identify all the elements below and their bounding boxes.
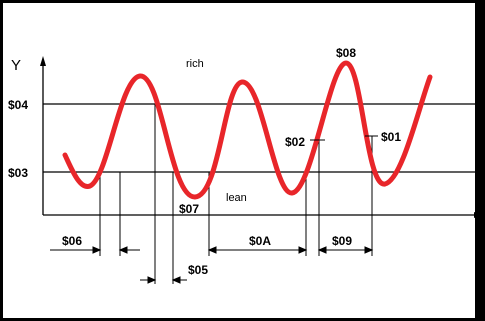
label-04: $04 xyxy=(8,98,28,112)
sensor-voltage-curve xyxy=(62,60,433,200)
dimension-arrows xyxy=(50,246,374,284)
x-axis-arrow xyxy=(474,212,482,218)
label-02: $02 xyxy=(285,135,305,149)
rich-label: rich xyxy=(186,58,204,70)
y-axis-label: Y xyxy=(11,57,21,74)
label-01: $01 xyxy=(381,130,401,144)
timing-markers xyxy=(99,104,373,284)
lean-label: lean xyxy=(226,192,247,204)
label-09: $09 xyxy=(332,234,352,248)
label-08: $08 xyxy=(336,46,356,60)
label-06: $06 xyxy=(62,234,82,248)
label-07: $07 xyxy=(179,202,199,216)
y-axis-arrow xyxy=(40,56,46,66)
right-edge-bar xyxy=(476,0,485,321)
label-05: $05 xyxy=(188,263,208,277)
x-axis-label: X xyxy=(479,220,485,236)
label-0A: $0A xyxy=(249,234,271,248)
label-03: $03 xyxy=(8,166,28,180)
